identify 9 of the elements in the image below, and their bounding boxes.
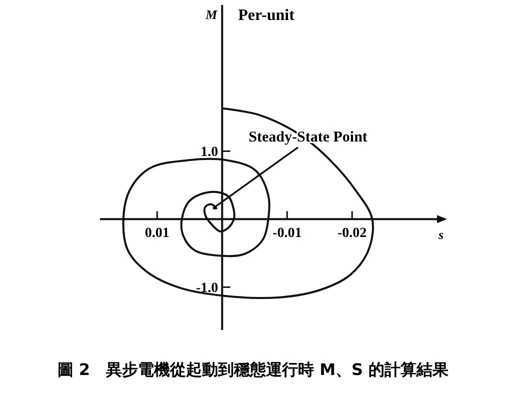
text: 圖 2 異步電機從起動到穩態運行時 M、S 的計算結果	[57, 360, 450, 379]
y-axis-title: M	[204, 7, 218, 22]
x-tick-label: 0.01	[144, 226, 170, 242]
annotation: Per-unit	[238, 7, 296, 24]
x-axis-title: s	[437, 227, 444, 242]
x-tick-label: -0.02	[338, 226, 367, 242]
y-tick-label: 1.0	[200, 145, 218, 160]
y-tick-label: -1.0	[196, 281, 218, 296]
x-tick-label: -0.01	[272, 226, 302, 242]
